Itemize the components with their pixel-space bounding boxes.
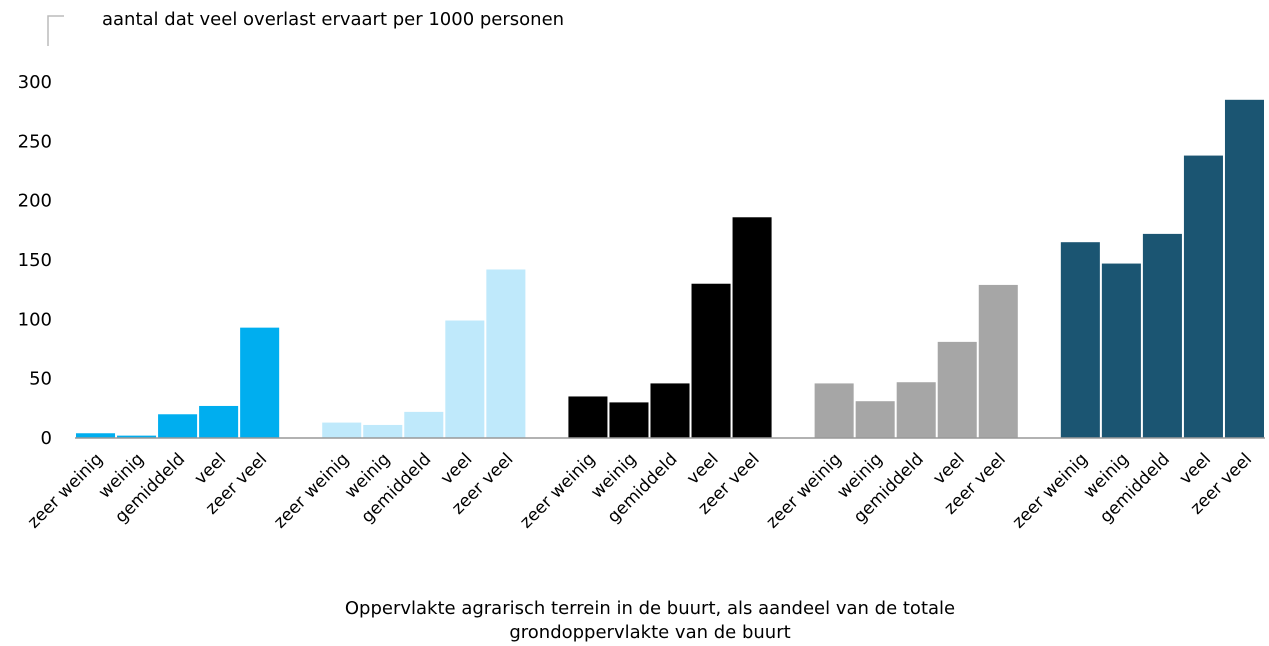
bar [814,383,854,438]
bar [158,414,198,438]
bar [199,405,239,438]
bar [1224,99,1264,439]
x-axis-title: Oppervlakte agrarisch terrein in de buur… [345,598,955,619]
x-tick-label: zeer weinig [763,449,846,532]
y-tick-label: 250 [18,131,52,152]
bar [650,383,690,438]
bar [1060,242,1100,438]
bar [1101,263,1141,438]
title-corner [47,15,64,46]
bar [240,327,280,438]
bar [322,422,362,438]
bar [445,320,485,438]
x-axis-title: grondoppervlakte van de buurt [509,622,790,643]
bar [855,401,895,438]
y-tick-label: 300 [18,72,52,93]
bar [117,435,157,438]
y-tick-label: 200 [18,191,52,212]
bar [486,269,526,438]
x-tick-label: zeer weinig [270,449,353,532]
x-tick-label: zeer weinig [1009,449,1092,532]
bar [978,284,1018,438]
bar [732,217,772,438]
bar [1142,233,1182,438]
bar [1183,155,1223,438]
y-tick-label: 50 [29,369,52,390]
chart-title: aantal dat veel overlast ervaart per 100… [102,9,564,30]
bar [363,424,403,438]
y-tick-label: 0 [41,428,52,449]
bar [937,341,977,438]
x-tick-label: zeer weinig [24,449,107,532]
bar [691,283,731,438]
y-tick-label: 100 [18,309,52,330]
bar [896,382,936,438]
bar [609,402,649,438]
bar [568,396,608,438]
y-tick-label: 150 [18,250,52,271]
x-tick-label: zeer weinig [516,449,599,532]
bar [404,411,444,438]
bar [76,433,116,438]
